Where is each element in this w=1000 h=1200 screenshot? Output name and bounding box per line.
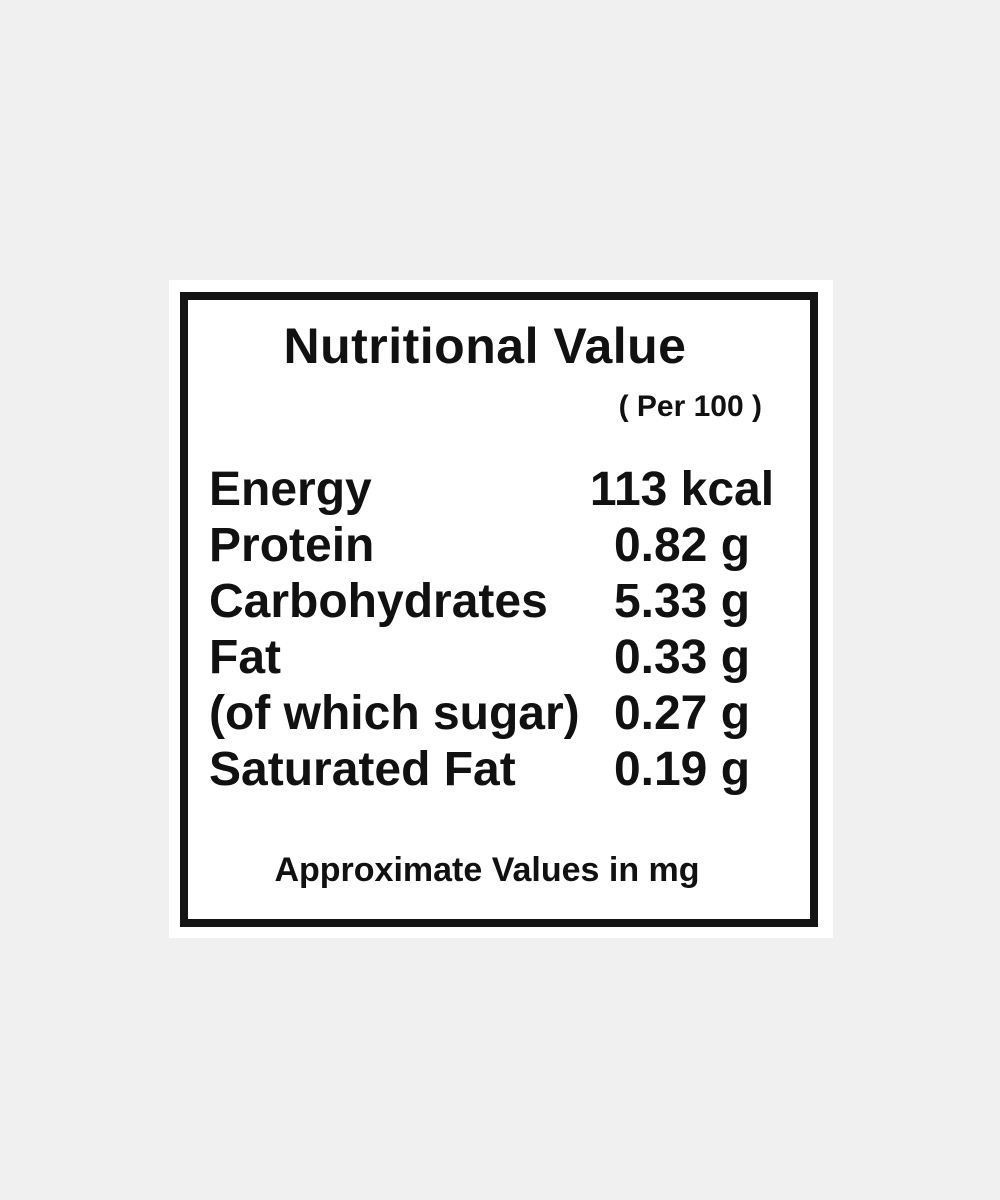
nutrient-row-protein: Protein 0.82 g [188,518,810,574]
nutrient-value: 0.33 g [613,631,751,684]
nutrient-name: Carbohydrates [209,575,548,628]
nutrient-name: Fat [209,631,281,684]
nutrition-label-box: Nutritional Value ( Per 100 ) Energy 113… [180,292,818,927]
nutrient-rows: Energy 113 kcal Protein 0.82 g Carbohydr… [188,462,810,798]
nutrition-label-title: Nutritional Value [283,318,687,374]
nutrient-row-carbohydrates: Carbohydrates 5.33 g [188,574,810,630]
nutrient-value: 0.82 g [613,519,751,572]
nutrient-row-energy: Energy 113 kcal [188,462,810,518]
nutrient-name: Protein [209,519,375,572]
nutrient-name: Saturated Fat [209,743,516,796]
per-serving-note: ( Per 100 ) [618,390,762,423]
nutrient-value: 5.33 g [613,575,751,628]
nutrient-row-sugar: (of which sugar) 0.27 g [188,686,810,742]
nutrient-row-saturated-fat: Saturated Fat 0.19 g [188,742,810,798]
nutrient-row-fat: Fat 0.33 g [188,630,810,686]
nutrient-value: 0.19 g [613,743,751,796]
nutrient-value: 113 kcal [589,463,775,516]
nutrient-value: 0.27 g [613,687,751,740]
label-card: Nutritional Value ( Per 100 ) Energy 113… [169,280,833,938]
approximate-values-note: Approximate Values in mg [274,851,700,889]
nutrient-name: Energy [209,463,372,516]
nutrient-name: (of which sugar) [209,687,580,740]
